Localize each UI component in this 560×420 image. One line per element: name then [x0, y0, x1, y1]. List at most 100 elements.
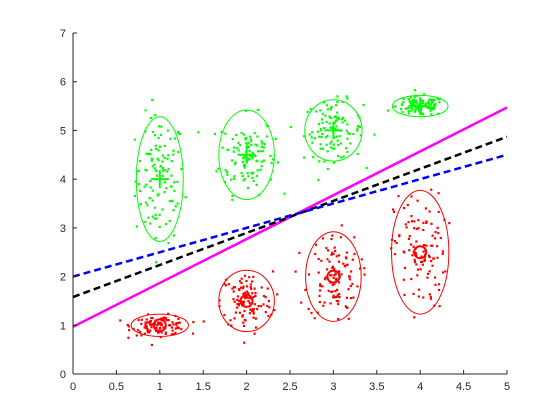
- x-tick-label: 5: [504, 381, 510, 393]
- data-point: [242, 179, 245, 182]
- data-point: [269, 154, 272, 157]
- data-point: [155, 147, 158, 150]
- data-point: [319, 147, 322, 150]
- data-point: [262, 146, 265, 149]
- data-point: [304, 288, 307, 291]
- data-point: [241, 315, 244, 318]
- data-point: [329, 302, 332, 305]
- data-point: [157, 159, 160, 162]
- data-point: [147, 152, 150, 155]
- data-point: [234, 311, 238, 314]
- data-point: [234, 161, 237, 164]
- data-point: [335, 255, 338, 258]
- data-point: [410, 220, 414, 223]
- data-point: [202, 320, 205, 323]
- data-point: [310, 311, 313, 315]
- data-point: [176, 325, 179, 328]
- data-point: [248, 296, 251, 300]
- data-point: [240, 277, 243, 280]
- data-point: [266, 287, 269, 290]
- data-point: [345, 251, 348, 254]
- cluster-ellipse: [391, 189, 450, 315]
- data-point: [316, 311, 319, 314]
- data-point: [424, 102, 427, 105]
- data-point: [342, 116, 345, 119]
- y-tick-label: 0: [60, 369, 66, 381]
- data-point: [413, 95, 416, 99]
- data-point: [412, 245, 415, 248]
- data-point: [156, 157, 159, 160]
- data-point: [253, 131, 256, 135]
- data-point: [252, 295, 255, 298]
- data-point: [163, 156, 166, 159]
- data-point: [333, 246, 336, 249]
- data-point: [320, 259, 323, 262]
- data-point: [397, 195, 400, 198]
- data-point: [337, 260, 340, 263]
- data-point: [276, 161, 279, 164]
- data-point: [339, 142, 343, 145]
- data-point: [344, 265, 347, 268]
- data-point: [158, 322, 161, 325]
- data-point: [154, 213, 157, 217]
- data-point: [330, 253, 333, 256]
- cluster-6: [218, 269, 279, 344]
- data-point: [271, 158, 274, 161]
- data-point: [400, 103, 404, 106]
- data-point: [249, 283, 252, 286]
- data-point: [433, 106, 436, 109]
- data-point: [150, 148, 153, 151]
- cluster-1: [133, 99, 187, 264]
- data-point: [151, 99, 154, 102]
- data-point: [336, 139, 339, 142]
- cluster-7: [294, 224, 366, 322]
- data-point: [331, 127, 334, 130]
- data-point: [246, 157, 250, 160]
- data-point: [405, 226, 408, 229]
- data-point: [255, 183, 258, 186]
- data-point: [410, 215, 413, 218]
- data-point: [152, 130, 155, 133]
- data-point: [442, 271, 445, 274]
- data-point: [159, 336, 162, 339]
- data-point: [146, 313, 149, 316]
- x-tick-label: 4: [417, 381, 423, 393]
- data-point: [336, 294, 339, 297]
- data-point: [146, 327, 149, 331]
- data-point: [149, 319, 152, 323]
- data-point: [328, 122, 331, 125]
- data-point: [321, 118, 324, 121]
- data-point: [319, 109, 322, 112]
- data-point: [251, 157, 254, 160]
- data-point: [174, 327, 177, 330]
- cluster-2: [197, 108, 286, 201]
- data-point: [264, 311, 267, 314]
- data-point: [331, 251, 334, 254]
- data-point: [352, 133, 355, 136]
- data-point: [149, 186, 152, 189]
- data-point: [233, 317, 236, 320]
- data-point: [156, 174, 159, 177]
- data-point: [349, 285, 352, 288]
- data-point: [426, 276, 429, 279]
- data-point: [362, 104, 365, 107]
- data-point: [319, 289, 322, 292]
- cluster-ellipse: [391, 94, 449, 118]
- data-point: [334, 249, 337, 253]
- data-point: [416, 268, 420, 271]
- data-point: [150, 323, 153, 326]
- data-point: [410, 101, 413, 104]
- data-point: [160, 322, 163, 325]
- data-point: [243, 318, 246, 321]
- data-point: [169, 324, 172, 327]
- data-point: [356, 285, 359, 288]
- cluster-ellipse: [304, 99, 363, 162]
- data-point: [140, 334, 143, 337]
- data-point: [177, 317, 180, 320]
- data-point: [330, 290, 333, 294]
- data-point: [409, 96, 412, 99]
- data-point: [134, 180, 137, 183]
- data-point: [166, 129, 169, 132]
- data-point: [247, 175, 250, 178]
- data-point: [161, 208, 164, 211]
